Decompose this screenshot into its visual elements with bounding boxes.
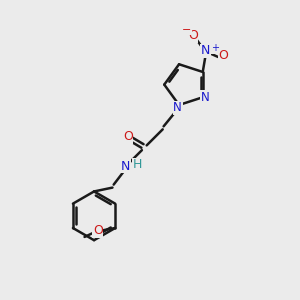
FancyBboxPatch shape xyxy=(94,227,102,235)
FancyBboxPatch shape xyxy=(173,104,182,112)
FancyBboxPatch shape xyxy=(122,162,130,170)
Text: N: N xyxy=(173,101,182,114)
FancyBboxPatch shape xyxy=(201,46,209,55)
FancyBboxPatch shape xyxy=(201,93,210,101)
Text: −: − xyxy=(182,25,191,35)
Text: H: H xyxy=(133,158,142,171)
Text: O: O xyxy=(188,29,198,42)
Text: N: N xyxy=(201,44,210,57)
FancyBboxPatch shape xyxy=(219,51,227,59)
Text: O: O xyxy=(93,224,103,238)
Text: +: + xyxy=(211,43,219,53)
Text: N: N xyxy=(201,91,210,104)
Text: O: O xyxy=(123,130,133,143)
Text: O: O xyxy=(218,49,228,62)
Text: N: N xyxy=(121,160,130,173)
FancyBboxPatch shape xyxy=(189,32,197,40)
FancyBboxPatch shape xyxy=(134,160,141,169)
FancyBboxPatch shape xyxy=(124,132,132,141)
